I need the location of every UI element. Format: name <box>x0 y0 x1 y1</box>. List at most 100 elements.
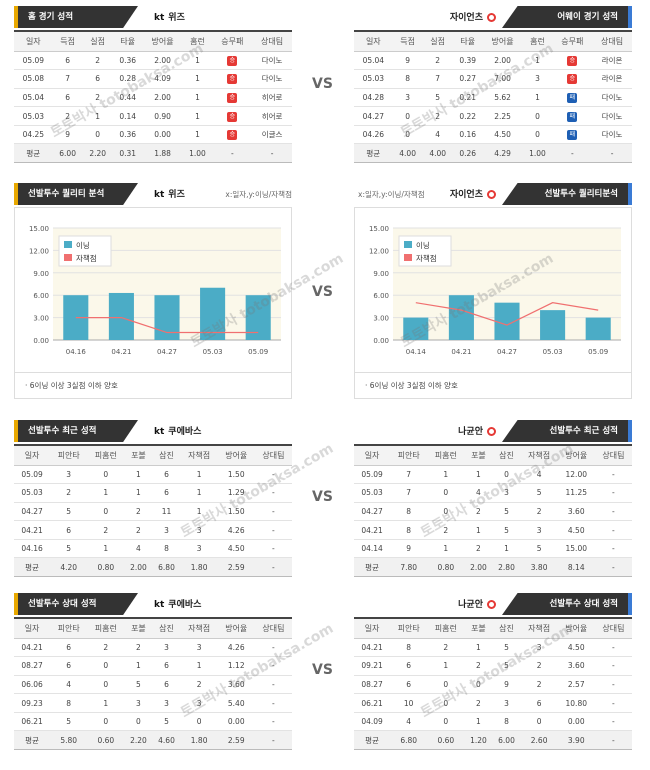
table-cell: 1 <box>427 539 465 559</box>
table-cell: 2.00 <box>142 51 183 71</box>
table-cell: - <box>212 143 253 164</box>
x-tick-label: 05.09 <box>248 348 268 356</box>
table-cell: 2 <box>464 656 493 676</box>
table-cell: 05.03 <box>354 483 391 503</box>
table-cell: - <box>254 675 292 695</box>
axis-hint: x:일자,y:이닝/자책점 <box>225 190 292 199</box>
away-record-panel: 자이언츠 어웨이 경기 성적 일자 득점 실점 타율 방어율 홈런 승무패 상대팀 05.04… <box>354 6 632 164</box>
column-header: 상대팀 <box>252 31 292 52</box>
column-header: 방어율 <box>217 618 255 639</box>
table-cell: - <box>594 483 632 503</box>
table-cell: 1.80 <box>180 730 218 751</box>
table-cell: 5 <box>492 502 521 522</box>
table-cell: 1 <box>182 106 213 126</box>
table-cell: 2.00 <box>142 88 183 108</box>
table-row: 05.04 6 2 0.44 2.00 1 승 히어로 <box>14 88 292 108</box>
recent-left-title: 선발투수 최근 성적 <box>14 420 138 442</box>
table-row: 04.28 3 5 0.21 5.62 1 패 다이노 <box>354 88 632 108</box>
y-tick-label: 15.00 <box>369 225 389 233</box>
table-cell: 4.26 <box>217 520 255 540</box>
table-cell: 히어로 <box>252 106 292 126</box>
result-cell: 패 <box>552 88 593 108</box>
table-cell: 06.21 <box>14 712 51 732</box>
table-cell: 6 <box>50 656 88 676</box>
table-cell: 4.50 <box>217 539 255 559</box>
quality-left-title: 선발투수 퀄리티 분석 <box>14 183 138 205</box>
table-cell: 히어로 <box>252 88 292 108</box>
home-record-panel: 홈 경기 성적 kt 위즈 일자 득점 실점 타율 방어율 홈런 승무패 상대팀 05.09 6 2… <box>14 6 292 164</box>
table-cell: 8 <box>390 502 428 522</box>
quality-chart-left: 0.00 3.00 6.00 9.00 12.00 15.00 04.16 04.21 04.2… <box>14 207 292 373</box>
result-badge: 승 <box>227 92 238 103</box>
table-cell: 4.60 <box>152 730 181 751</box>
table-cell: 0.31 <box>112 143 143 164</box>
table-cell: 04.27 <box>14 502 51 522</box>
home-record-table: 일자 득점 실점 타율 방어율 홈런 승무패 상대팀 05.09 6 2 0.36 2.00 1 승 다이노… <box>14 30 292 164</box>
table-cell: 6 <box>52 51 83 71</box>
table-cell: 평균 <box>354 143 393 164</box>
result-cell: 승 <box>212 88 253 108</box>
table-cell: 3 <box>152 693 181 713</box>
recent-right-panel: 나균안 선발투수 최근 성적 일자 피안타 피홈런 포볼 삼진 자책점 방어율 상대팀 05.… <box>354 420 632 578</box>
table-cell: 0 <box>87 675 125 695</box>
lotte-logo-icon <box>487 13 496 22</box>
column-header: 상대팀 <box>594 618 632 639</box>
table-row: 05.03 2 1 0.14 0.90 1 승 히어로 <box>14 106 292 126</box>
table-header-row: 일자 득점 실점 타율 방어율 홈런 승무패 상대팀 <box>354 31 632 52</box>
table-header-row: 일자 피안타 피홈런 포볼 삼진 자책점 방어율 상대팀 <box>14 445 292 466</box>
legend-label: 자책점 <box>416 253 437 263</box>
table-cell: 06.21 <box>354 693 391 713</box>
table-cell: 0.00 <box>217 712 255 732</box>
table-cell: 5 <box>520 483 558 503</box>
table-cell: 7 <box>390 465 428 485</box>
x-tick-label: 04.21 <box>451 348 471 356</box>
vs-right-table: 일자 피안타 피홈런 포볼 삼진 자책점 방어율 상대팀 04.21 8 2 1 5 3 4.50-09.… <box>354 617 632 751</box>
table-cell: 평균 <box>14 730 51 751</box>
table-cell: 6.80 <box>390 730 428 751</box>
vs-right-pitcher: 나균안 <box>458 597 496 610</box>
column-header: 삼진 <box>152 445 181 466</box>
x-tick-label: 05.03 <box>543 348 563 356</box>
table-cell: 05.03 <box>14 483 51 503</box>
vs-right-panel: 나균안 선발투수 상대 성적 일자 피안타 피홈런 포볼 삼진 자책점 방어율 상대팀 04.… <box>354 593 632 751</box>
table-cell: 8 <box>392 69 423 89</box>
table-cell: - <box>254 557 292 578</box>
table-cell: 08.27 <box>354 675 391 695</box>
x-tick-label: 04.27 <box>497 348 517 356</box>
table-cell: 0 <box>392 125 423 145</box>
table-cell: 0 <box>520 712 558 732</box>
column-header: 실점 <box>422 31 453 52</box>
table-cell: - <box>254 638 292 658</box>
table-cell: - <box>254 483 292 503</box>
quality-right-title: 선발투수 퀄리티분석 <box>502 183 632 205</box>
column-header: 방어율 <box>142 31 183 52</box>
table-cell: 6 <box>152 656 181 676</box>
column-header: 피홈런 <box>427 445 465 466</box>
table-cell: 4.20 <box>50 557 88 578</box>
vs-left-panel: 선발투수 상대 성적 kt 쿠에바스 일자 피안타 피홈런 포볼 삼진 자책점 방어율 상대팀 … <box>14 593 292 751</box>
table-cell: - <box>594 520 632 540</box>
result-cell: 승 <box>212 106 253 126</box>
table-cell: 04.28 <box>354 88 393 108</box>
table-cell: 2 <box>87 520 125 540</box>
bar <box>403 317 429 340</box>
table-cell: 1 <box>124 483 153 503</box>
table-cell: - <box>254 656 292 676</box>
table-cell: 1.12 <box>217 656 255 676</box>
column-header: 방어율 <box>217 445 255 466</box>
table-cell: 8.14 <box>557 557 595 578</box>
table-row: 08.27 6 0 0 9 2 2.57- <box>354 675 632 695</box>
y-tick-label: 9.00 <box>33 270 49 278</box>
table-cell: 0.44 <box>112 88 143 108</box>
result-badge: 패 <box>567 92 578 103</box>
table-cell: 1 <box>464 520 493 540</box>
table-cell: 0 <box>427 693 465 713</box>
table-cell: 2 <box>124 638 153 658</box>
table-cell: 10.80 <box>557 693 595 713</box>
table-cell: 5 <box>50 539 88 559</box>
table-cell: 2.00 <box>124 557 153 578</box>
table-cell: 4 <box>464 483 493 503</box>
y-tick-label: 15.00 <box>29 225 49 233</box>
table-cell: 다이노 <box>252 51 292 71</box>
table-cell: 6 <box>82 69 113 89</box>
